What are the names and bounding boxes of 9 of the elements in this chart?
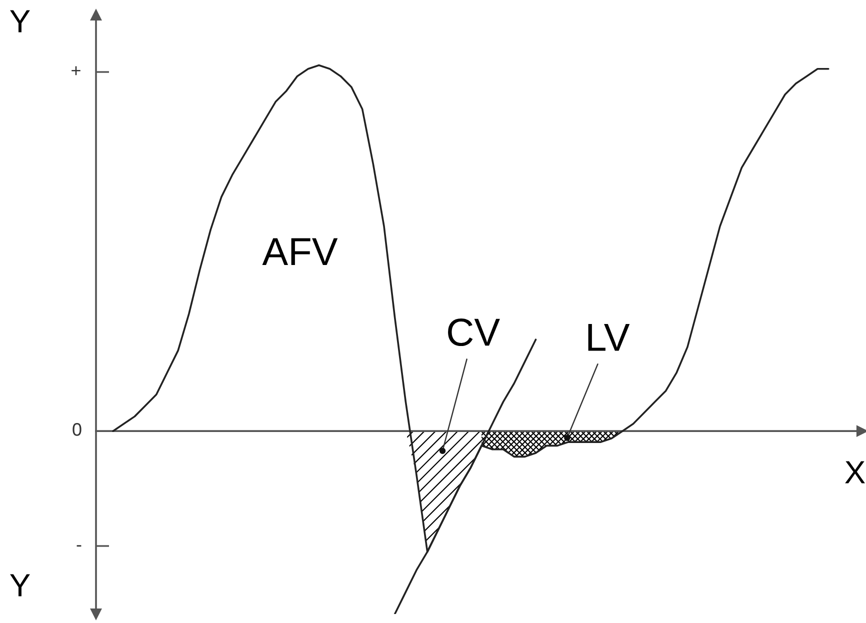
y-axis-title: Y	[10, 10, 30, 32]
text: -	[76, 545, 82, 547]
text: 0	[72, 423, 82, 436]
annotation: AFV	[262, 238, 338, 266]
text: LV	[588, 324, 630, 351]
text: CV	[448, 318, 500, 346]
text: +	[72, 66, 80, 76]
text: Y	[10, 574, 30, 596]
x-axis-title: X	[845, 461, 865, 484]
